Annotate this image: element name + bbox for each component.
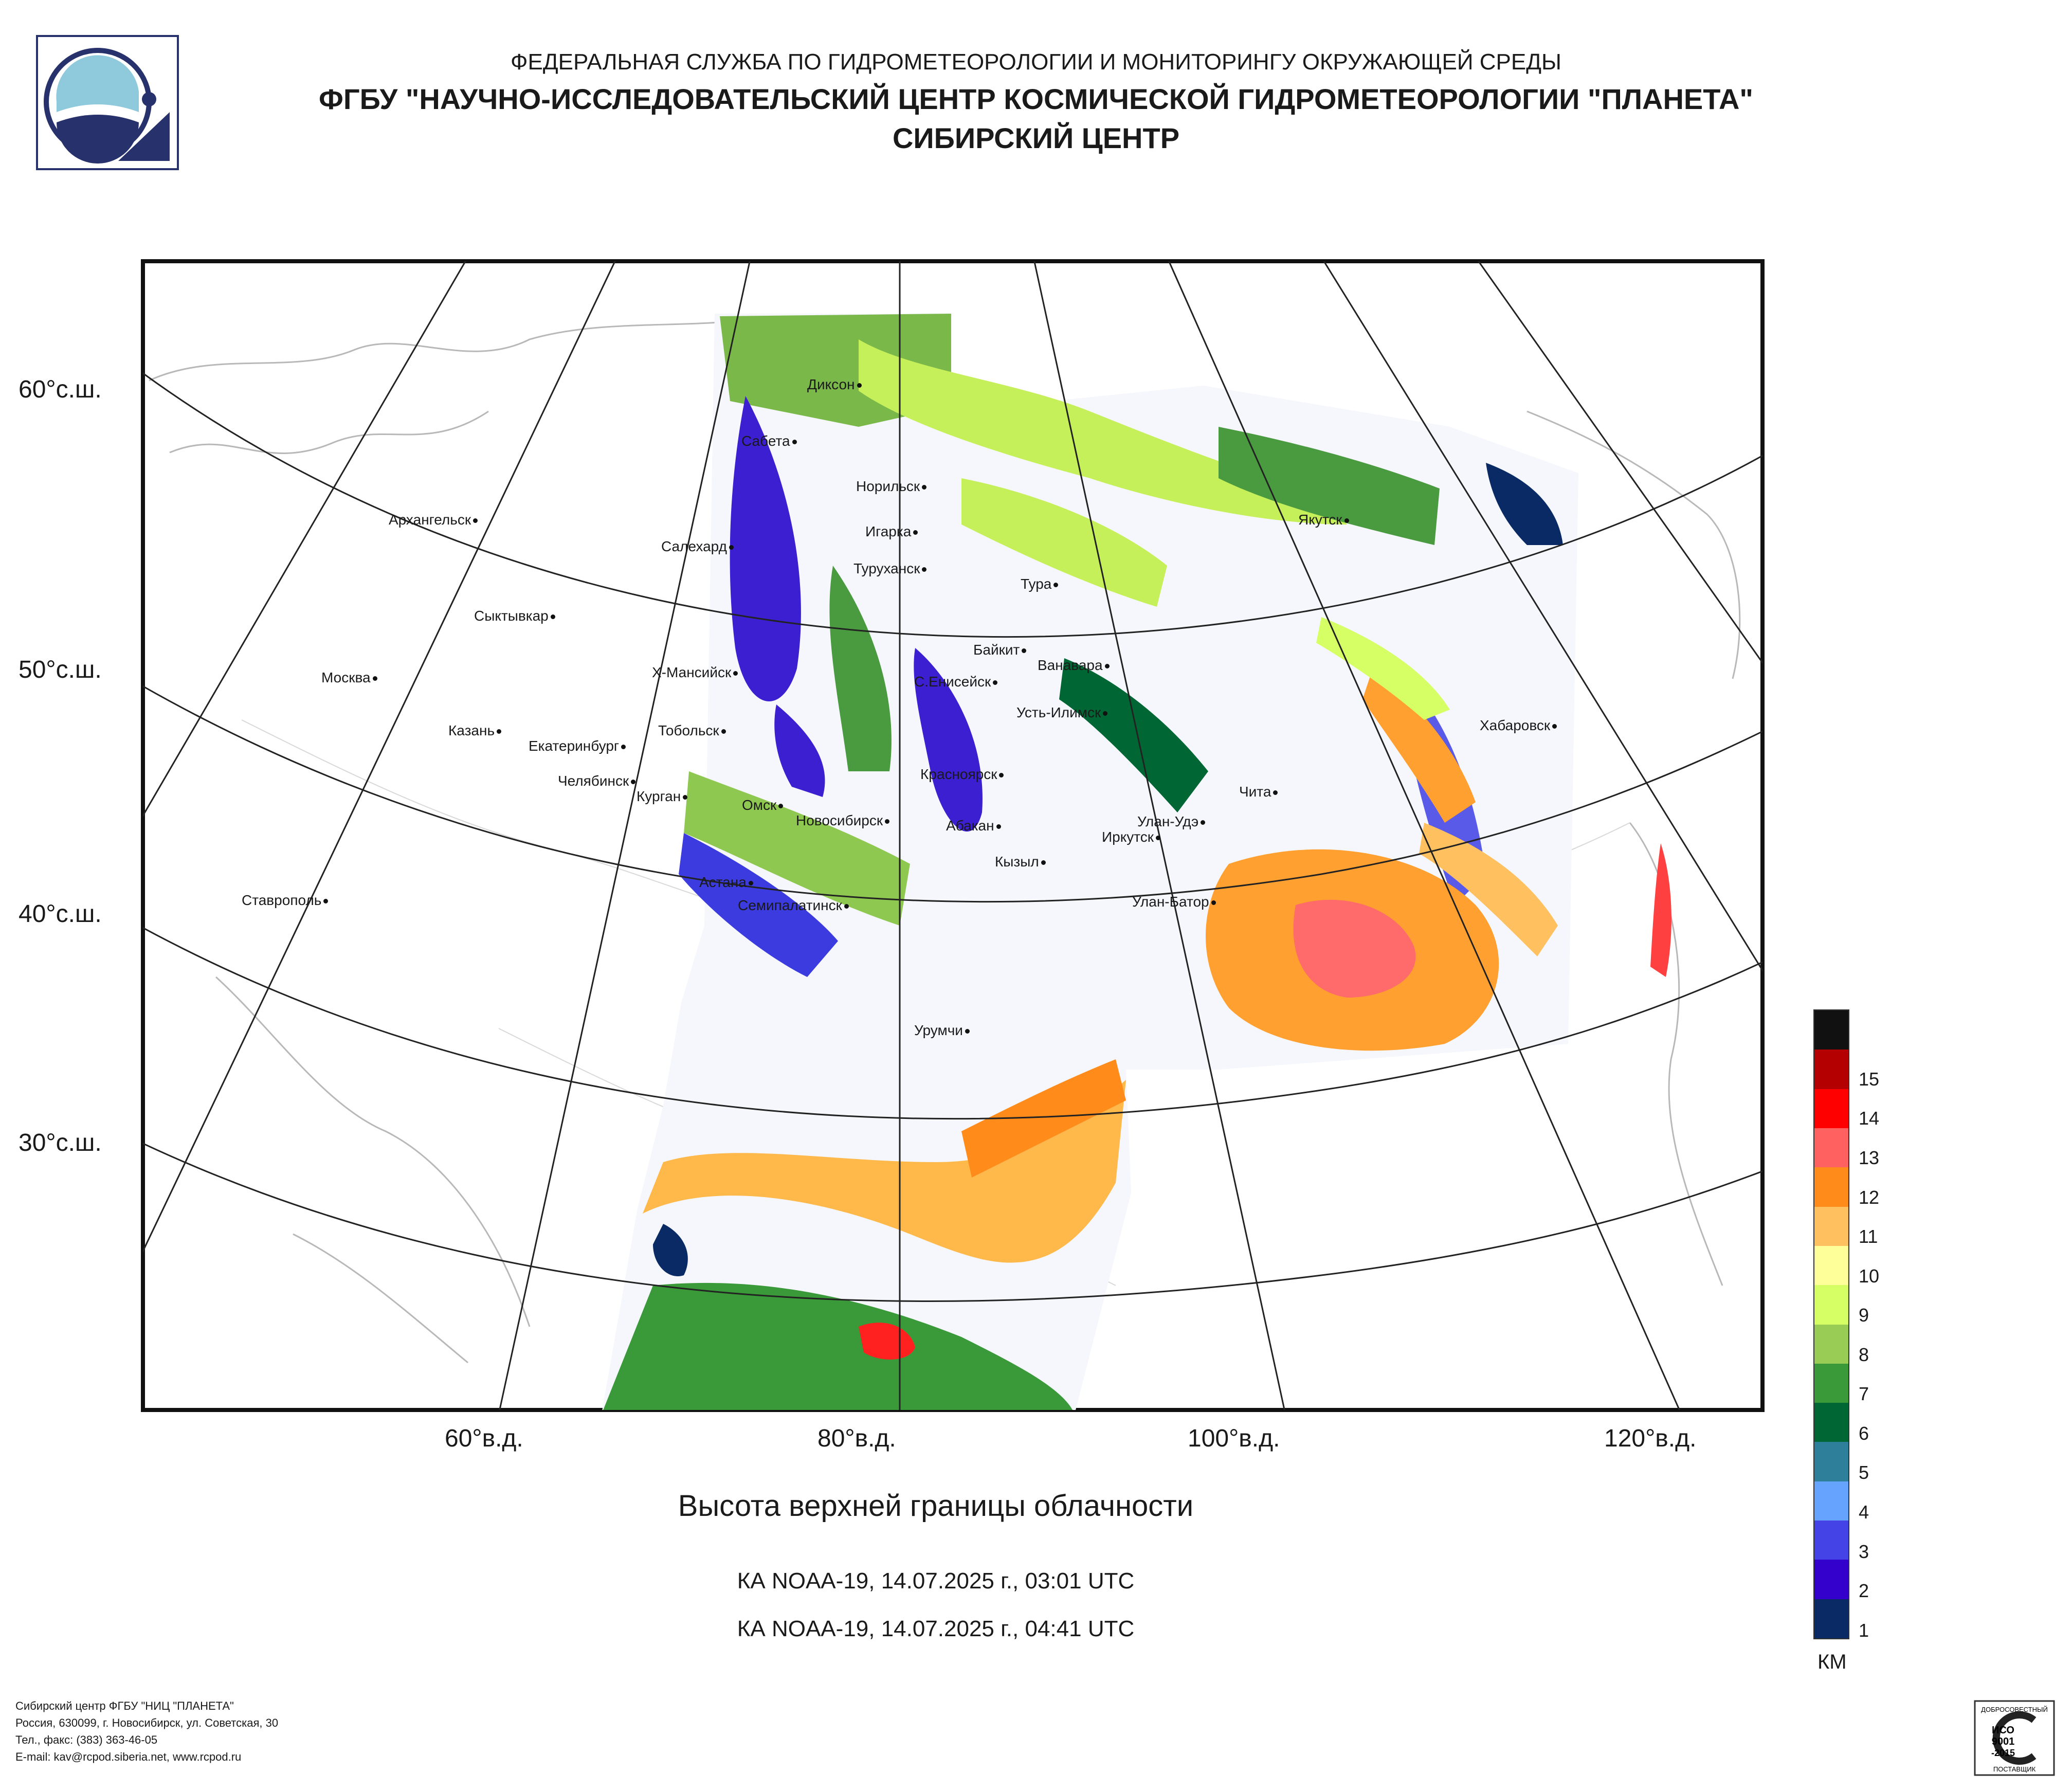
city-label: Омск [742,797,784,813]
city-label: Челябинск [558,773,636,789]
city-label: Усть-Илимск [1016,704,1108,721]
satellite-pass-2: КА NOAA-19, 14.07.2025 г., 04:41 UTC [737,1616,1135,1641]
planeta-logo-icon [36,35,179,170]
city-label: Москва [321,670,377,686]
city-label: Игарка [865,523,918,540]
legend-label: 12 [1859,1186,1880,1208]
legend-unit: КМ [1817,1651,1847,1673]
legend-label: 9 [1859,1305,1869,1326]
cert-standard: ИСО [1992,1725,2014,1736]
legend-label: 2 [1859,1580,1869,1602]
legend-swatch [1814,1481,1848,1521]
city-label: Норильск [856,478,927,495]
legend-swatch [1814,1560,1848,1599]
legend-swatch [1814,1206,1848,1246]
lat-label-30: 30°с.ш. [19,1129,102,1156]
legend-swatch [1814,1167,1848,1207]
cloud-top-height-map [141,259,1765,1412]
graticule [143,261,1762,1410]
cert-top: ДОБРОСОВЕСТНЫЙ [1981,1706,2048,1713]
city-label: Сыктывкар [474,608,555,624]
cert-bottom: ПОСТАВЩИК [1993,1765,2036,1773]
footer-line-1: Сибирский центр ФГБУ "НИЦ "ПЛАНЕТА" [15,1699,234,1712]
cloud-swath [602,314,1671,1410]
footer-line-3: Тел., факс: (383) 363-46-05 [15,1733,158,1746]
city-label: Тура [1021,576,1059,592]
legend-label: 3 [1859,1541,1869,1562]
legend-label: 1 [1859,1619,1869,1641]
city-label: Красноярск [920,766,1004,783]
legend-swatch [1814,1324,1848,1364]
city-label: Иркутск [1102,829,1161,845]
city-label: Улан-Удэ [1137,813,1206,830]
header-agency: ФЕДЕРАЛЬНАЯ СЛУЖБА ПО ГИДРОМЕТЕОРОЛОГИИ … [511,49,1561,75]
lon-label-60: 60°в.д. [445,1425,523,1452]
legend-label: 14 [1859,1108,1880,1129]
city-label: Архангельск [389,512,478,528]
header-organization: ФГБУ "НАУЧНО-ИССЛЕДОВАТЕЛЬСКИЙ ЦЕНТР КОС… [319,83,1753,115]
city-label: Новосибирск [796,812,890,829]
city-label: Салехард [661,538,734,555]
legend-swatch [1814,1010,1848,1050]
legend-swatch [1814,1521,1848,1560]
cert-year: -2015 [1991,1748,2015,1758]
legend-label: 10 [1859,1265,1880,1287]
legend-label: 8 [1859,1344,1869,1365]
lat-label-40: 40°с.ш. [19,900,102,928]
legend-label: 7 [1859,1383,1869,1405]
city-label: Екатеринбург [529,738,626,754]
legend-swatch [1814,1442,1848,1481]
city-label: Якутск [1298,512,1349,528]
lat-label-60: 60°с.ш. [19,376,102,403]
city-label: Байкит [973,642,1027,658]
city-label: Абакан [946,818,1001,834]
legend-swatch [1814,1285,1848,1325]
certificate-badge-icon: ДОБРОСОВЕСТНЫЙ ИСО 9001 -2015 ПОСТАВЩИК [1974,1700,2055,1776]
city-label: Курган [637,788,688,805]
lon-label-80: 80°в.д. [817,1425,896,1452]
city-label: Урумчи [914,1022,970,1039]
lat-label-50: 50°с.ш. [19,656,102,683]
lon-label-100: 100°в.д. [1188,1425,1280,1452]
color-legend [1813,1009,1849,1639]
city-label: Чита [1239,784,1278,800]
city-label: Ванавара [1038,657,1110,674]
city-label: Туруханск [853,560,927,577]
lon-label-120: 120°в.д. [1604,1425,1697,1452]
legend-swatch [1814,1050,1848,1089]
legend-swatch [1814,1363,1848,1403]
city-label: Кызыл [995,854,1046,870]
legend-swatch [1814,1128,1848,1168]
city-label: Семипалатинск [738,897,849,914]
city-label: С.Енисейск [914,674,998,690]
city-label: Казань [448,722,502,739]
city-label: Астана [699,874,753,891]
header-center: СИБИРСКИЙ ЦЕНТР [892,122,1180,154]
satellite-pass-1: КА NOAA-19, 14.07.2025 г., 03:01 UTC [737,1568,1135,1594]
map-title: Высота верхней границы облачности [678,1489,1194,1523]
city-label: Улан-Батор [1132,894,1216,910]
city-label: Диксон [807,376,862,393]
city-label: Хабаровск [1480,717,1557,734]
legend-swatch [1814,1245,1848,1286]
legend-swatch [1814,1089,1848,1128]
legend-label: 13 [1859,1147,1880,1168]
city-label: Тобольск [658,722,726,739]
legend-swatch [1814,1403,1848,1442]
legend-label: 15 [1859,1068,1880,1090]
city-label: Сабета [741,433,797,449]
city-label: Ставрополь [242,892,329,909]
legend-label: 6 [1859,1422,1869,1444]
footer-line-2: Россия, 630099, г. Новосибирск, ул. Сове… [15,1716,279,1729]
legend-label: 5 [1859,1462,1869,1484]
city-label: Х-Мансийск [652,664,738,681]
footer-line-4: E-mail: kav@rcpod.siberia.net, www.rcpod… [15,1750,242,1763]
legend-label: 11 [1859,1226,1878,1247]
legend-swatch [1814,1599,1848,1638]
legend-label: 4 [1859,1501,1869,1523]
cert-number: 9001 [1992,1736,2015,1747]
